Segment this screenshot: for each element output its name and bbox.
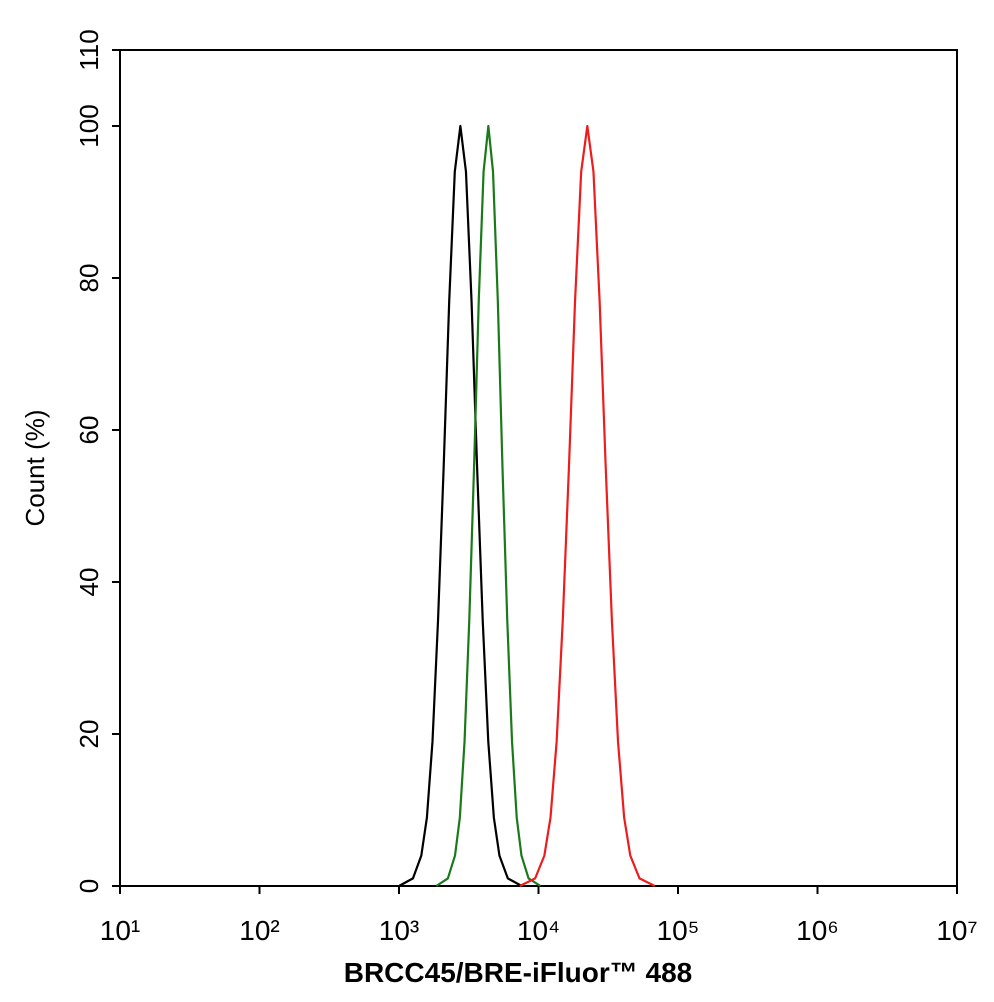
x-tick-label: 10¹ <box>100 915 140 946</box>
y-tick-label: 60 <box>74 416 104 445</box>
x-tick-label: 10⁷ <box>936 915 977 946</box>
histogram-line <box>435 124 542 887</box>
x-tick-label: 10² <box>239 915 279 946</box>
x-tick-label: 10⁴ <box>517 915 560 946</box>
x-axis-title: BRCC45/BRE-iFluor™ 488 <box>344 957 693 988</box>
y-tick-label: 0 <box>74 879 104 893</box>
x-tick-label: 10⁶ <box>796 915 839 946</box>
x-tick-label: 10³ <box>379 915 419 946</box>
histogram-line <box>519 124 656 887</box>
y-tick-label: 80 <box>74 264 104 293</box>
x-tick-label: 10⁵ <box>657 915 700 946</box>
y-axis-title: Count (%) <box>20 409 50 526</box>
plot-frame <box>119 49 958 887</box>
y-tick-label: 110 <box>74 29 104 70</box>
histogram-line <box>398 124 523 887</box>
y-tick-label: 40 <box>74 568 104 597</box>
y-tick-label: 100 <box>74 104 104 147</box>
y-tick-label: 20 <box>74 720 104 749</box>
